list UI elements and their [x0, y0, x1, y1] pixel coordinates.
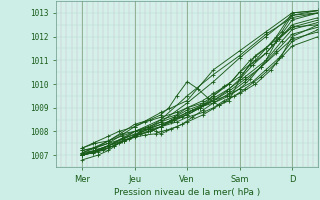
X-axis label: Pression niveau de la mer( hPa ): Pression niveau de la mer( hPa ): [114, 188, 260, 197]
